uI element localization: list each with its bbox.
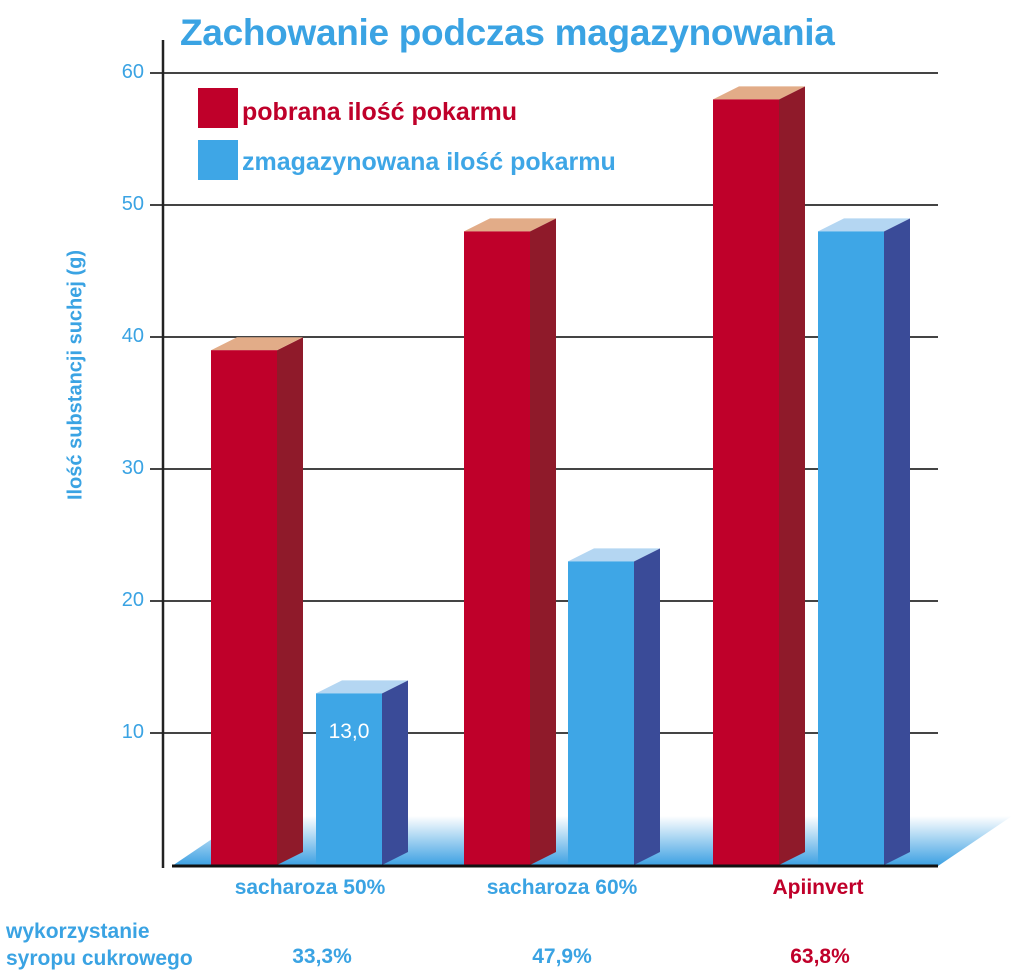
- y-tick-label-40: 40: [121, 325, 144, 347]
- bar-top: [211, 337, 303, 351]
- utilization-label-line1: wykorzystanie: [6, 920, 150, 943]
- bar-side: [884, 218, 910, 865]
- bar-front: [713, 99, 779, 865]
- bar-zmagazynowana-1: [568, 548, 660, 865]
- legend-swatch-pobrana: [198, 88, 238, 128]
- y-tick-label-60: 60: [121, 61, 144, 83]
- category-label-sacharoza-50: sacharoza 50%: [234, 876, 386, 899]
- y-tick-label-10: 10: [121, 721, 144, 743]
- legend-label-zmagazynowana: zmagazynowana ilość pokarmu: [242, 148, 616, 176]
- bar-side: [277, 337, 303, 865]
- utilization-label-line2: syropu cukrowego: [6, 947, 193, 970]
- bar-pobrana-0: [211, 337, 303, 865]
- bar-side: [382, 680, 408, 865]
- bar-top: [713, 86, 805, 100]
- y-tick-label-30: 30: [121, 457, 144, 479]
- bar-front: [568, 561, 634, 865]
- utilization-value-sacharoza-50: 33,3%: [292, 945, 352, 968]
- utilization-value-apiinvert: 63,8%: [790, 945, 850, 968]
- bar-top: [568, 548, 660, 562]
- bar-side: [530, 218, 556, 865]
- category-label-apiinvert: Apiinvert: [772, 876, 864, 899]
- bar-top: [464, 218, 556, 232]
- bar-zmagazynowana-2: [818, 218, 910, 865]
- legend-swatch-zmagazynowana: [198, 140, 238, 180]
- bar-top: [316, 680, 408, 694]
- bar-front: [316, 693, 382, 865]
- bars: [211, 86, 910, 865]
- legend-label-pobrana: pobrana ilość pokarmu: [242, 98, 518, 126]
- bar-side: [779, 86, 805, 865]
- bar-pobrana-2: [713, 86, 805, 865]
- category-label-sacharoza-60: sacharoza 60%: [486, 876, 638, 899]
- utilization-value-sacharoza-60: 47,9%: [532, 945, 592, 968]
- bar-front: [211, 350, 277, 865]
- bar-side: [634, 548, 660, 865]
- bar-top: [818, 218, 910, 232]
- y-tick-label-20: 20: [121, 589, 144, 611]
- y-tick-label-50: 50: [121, 193, 144, 215]
- chart-title: Zachowanie podczas magazynowania: [180, 12, 835, 53]
- bar-front: [818, 231, 884, 865]
- bar-value-annotation: 13,0: [328, 720, 370, 743]
- bar-pobrana-1: [464, 218, 556, 865]
- bar-zmagazynowana-0: [316, 680, 408, 865]
- bar-front: [464, 231, 530, 865]
